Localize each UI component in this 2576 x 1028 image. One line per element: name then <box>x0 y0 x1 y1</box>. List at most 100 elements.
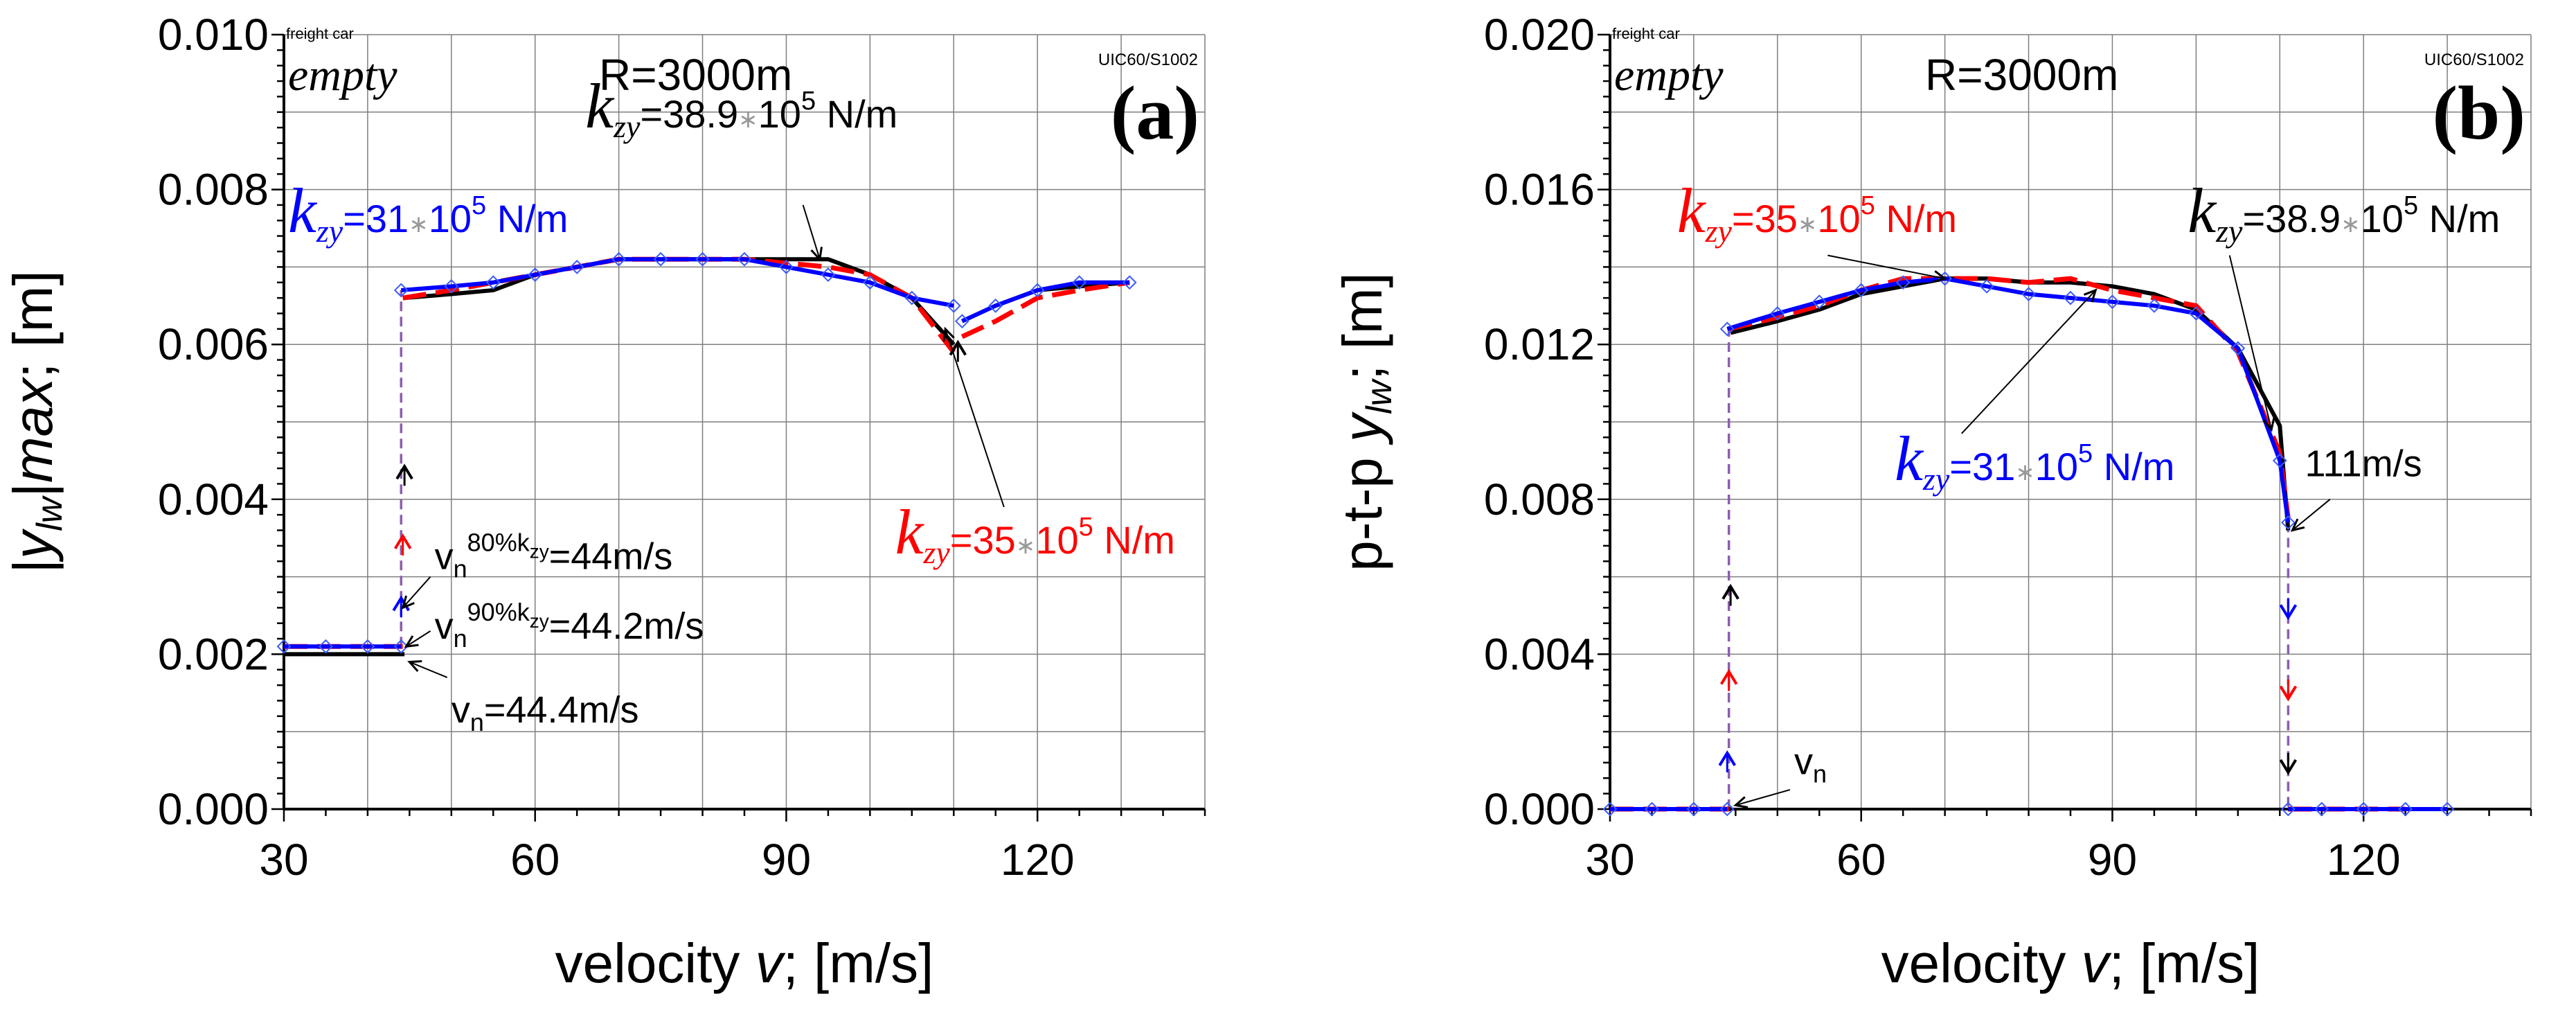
x-axis-title-part: velocity <box>555 932 755 994</box>
data-point-marker <box>444 278 459 294</box>
data-point-marker <box>611 251 627 267</box>
annotation-k-zy: kzy=35∗105 N/m <box>1677 175 1957 249</box>
annotation-pointer <box>409 661 448 678</box>
data-point-marker <box>1979 278 1994 294</box>
annotation-pointer-head <box>401 595 415 610</box>
y-tick-label: 0.008 <box>1484 475 1595 524</box>
x-axis-title-part: ; [m/s] <box>783 932 934 994</box>
data-point-marker <box>737 251 752 267</box>
annotation-value: =31 <box>343 197 409 240</box>
y-tick-label: 0.006 <box>158 319 269 369</box>
data-point-marker <box>2021 287 2036 301</box>
annotation-k-zy: kzy=38.9∗105 N/m <box>2188 175 2500 249</box>
text-label: vn <box>1794 741 1827 788</box>
annotation-pointer-head <box>2262 417 2275 432</box>
annotation-sub: zy <box>922 535 950 570</box>
annotation-sub: zy <box>2215 213 2243 249</box>
vn-sub: n <box>1813 760 1827 788</box>
y-axis-title: p-t-p ylw; [m] <box>1332 272 1399 571</box>
data-point-marker <box>1812 294 1827 310</box>
annotation-pointer <box>1735 789 1791 806</box>
annotation-k: k <box>2188 175 2217 246</box>
y-axis-title-sub: lw <box>1359 378 1399 414</box>
annotation-ten: 10 <box>1817 197 1860 240</box>
chart-panel-a: 0.000 0.002 0.004 0.006 0.008 0.010 30 60 90 120 v… <box>2 10 1206 994</box>
series-line <box>961 280 1130 324</box>
y-axis-title-part: | <box>2 559 64 574</box>
series-line <box>1730 276 2291 531</box>
annotation-k: k <box>895 497 925 567</box>
data-point-marker <box>2314 801 2329 817</box>
annotation-pointer <box>1827 254 1945 280</box>
annotation-ten: 10 <box>1035 518 1078 562</box>
load-label: empty <box>1614 50 1724 100</box>
annotation-pointer-head <box>2083 288 2098 303</box>
annotation-exp: 5 <box>1079 513 1093 542</box>
data-point-marker <box>319 639 333 654</box>
x-tick-label: 90 <box>762 835 811 885</box>
data-point-marker <box>2230 341 2246 356</box>
annotation-exp: 5 <box>2404 191 2418 220</box>
annotation-pointer <box>2228 255 2273 430</box>
series-line <box>960 280 1130 339</box>
annotation-star: ∗ <box>1798 211 1818 238</box>
annotation-pointer <box>802 204 821 260</box>
annotation-star: ∗ <box>2015 459 2035 486</box>
annotation-pointer-head <box>407 660 422 672</box>
vn-sub: n <box>454 624 467 653</box>
x-tick-label: 120 <box>2327 835 2401 885</box>
annotation-k: k <box>1895 423 1924 494</box>
vn-label: vn80%kzy=44m/s <box>435 528 673 583</box>
x-axis-title-var: v <box>755 932 786 994</box>
radius-label: R=3000m <box>1925 50 2118 100</box>
grid <box>283 34 1206 810</box>
annotation-pointer <box>2291 499 2331 531</box>
x-tick-label: 60 <box>1836 835 1886 885</box>
data-point-marker <box>2280 515 2296 530</box>
annotation-sub: zy <box>1922 461 1950 497</box>
vn-sup: 80%k <box>467 528 530 556</box>
annotation-unit: N/m <box>2093 445 2174 488</box>
vn-value: =44m/s <box>549 535 673 577</box>
data-point-marker <box>1770 306 1785 321</box>
annotation-sub: zy <box>1705 213 1733 249</box>
data-point-marker <box>1645 801 1659 817</box>
series-2 <box>1602 271 2455 817</box>
annotation-sub: zy <box>316 213 343 249</box>
panel-label: (a) <box>1111 71 1199 155</box>
vn-label: vn90%kzy=44.2m/s <box>435 598 704 653</box>
data-point-marker <box>946 298 961 313</box>
annotation-star: ∗ <box>409 211 429 238</box>
vn-value: =44.4m/s <box>484 689 639 731</box>
annotation-pointer-head <box>1932 270 1948 283</box>
annotation-value: =35 <box>1732 197 1798 240</box>
vn-main: v <box>435 605 454 647</box>
data-point-marker <box>988 298 1003 313</box>
vn-sup-sub: zy <box>530 610 549 632</box>
vehicle-label: freight car <box>286 25 354 42</box>
x-axis-title: velocity v; [m/s] <box>555 932 934 994</box>
data-point-marker <box>653 251 668 267</box>
y-tick-label: 0.004 <box>1484 629 1595 679</box>
annotation-k: k <box>1677 175 1707 246</box>
data-point-marker <box>779 259 794 274</box>
annotation-k-zy: kzy=31∗105 N/m <box>1895 423 2174 497</box>
x-tick-label: 120 <box>1001 835 1075 885</box>
vehicle-label: freight car <box>1612 25 1680 42</box>
data-point-marker <box>862 275 877 290</box>
chart-panel-b: 0.000 0.004 0.008 0.012 0.016 0.020 30 60 90 120 v… <box>1332 10 2532 994</box>
series-line <box>404 257 956 346</box>
data-point-marker <box>2356 801 2371 817</box>
annotation-unit: N/m <box>816 92 897 136</box>
y-tick-label: 0.000 <box>1484 784 1595 834</box>
x-tick-label: 30 <box>1585 835 1634 885</box>
annotation-k-zy: kzy=38.9∗105 N/m <box>585 71 897 144</box>
annotation-pointer-head <box>810 247 823 262</box>
y-axis-title-sub: lw <box>30 495 70 531</box>
panel-label: (b) <box>2433 71 2525 155</box>
data-point-marker <box>1602 801 1618 817</box>
data-point-marker <box>1686 801 1701 817</box>
y-axis-title-part: p-t-p <box>1332 442 1393 571</box>
annotation-exp: 5 <box>472 191 486 220</box>
